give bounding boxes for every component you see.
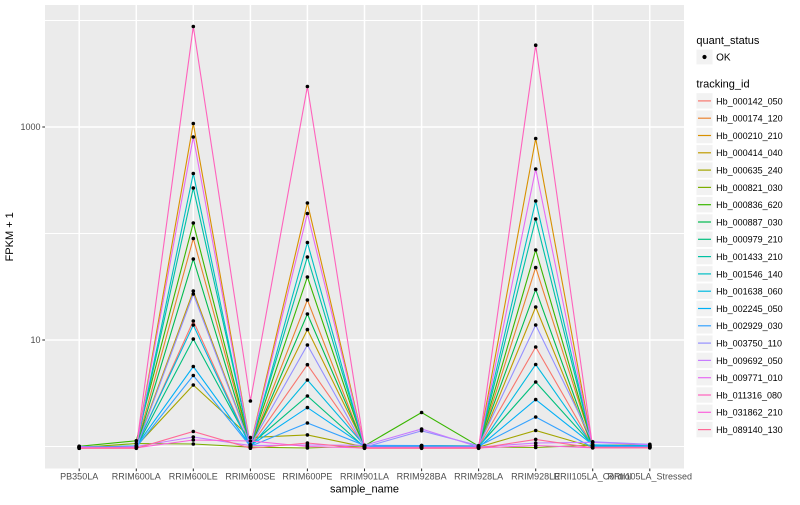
- svg-text:Hb_000821_030: Hb_000821_030: [716, 183, 783, 193]
- svg-text:Hb_001638_060: Hb_001638_060: [716, 287, 783, 297]
- svg-text:PB350LA: PB350LA: [60, 472, 98, 482]
- svg-text:Hb_000210_210: Hb_000210_210: [716, 131, 783, 141]
- svg-text:10: 10: [30, 335, 40, 345]
- svg-text:Hb_009771_010: Hb_009771_010: [716, 373, 783, 383]
- svg-text:Hb_001433_210: Hb_001433_210: [716, 252, 783, 262]
- svg-text:Hb_011316_080: Hb_011316_080: [716, 390, 782, 400]
- svg-text:Hb_031862_210: Hb_031862_210: [716, 408, 783, 418]
- svg-text:RRII105LA_Stressed: RRII105LA_Stressed: [608, 472, 693, 482]
- svg-text:OK: OK: [716, 53, 731, 64]
- svg-text:RRIM901LA: RRIM901LA: [340, 472, 389, 482]
- svg-text:Hb_001546_140: Hb_001546_140: [716, 269, 783, 279]
- svg-text:Hb_002929_030: Hb_002929_030: [716, 321, 783, 331]
- svg-text:sample_name: sample_name: [330, 484, 399, 496]
- svg-text:RRIM600PE: RRIM600PE: [282, 472, 332, 482]
- svg-text:Hb_000887_030: Hb_000887_030: [716, 217, 783, 227]
- svg-text:RRIM600LA: RRIM600LA: [112, 472, 161, 482]
- svg-text:Hb_000836_620: Hb_000836_620: [716, 200, 783, 210]
- svg-text:tracking_id: tracking_id: [696, 78, 749, 90]
- svg-text:Hb_003750_110: Hb_003750_110: [716, 339, 782, 349]
- svg-text:RRIM928LA: RRIM928LA: [454, 472, 503, 482]
- svg-text:RRII105LA_Control: RRII105LA_Control: [554, 472, 632, 482]
- svg-text:RRIM928BA: RRIM928BA: [397, 472, 447, 482]
- svg-text:Hb_009692_050: Hb_009692_050: [716, 356, 783, 366]
- svg-text:RRIM600LE: RRIM600LE: [169, 472, 218, 482]
- svg-text:Hb_000174_120: Hb_000174_120: [716, 114, 783, 124]
- svg-text:1000: 1000: [20, 122, 40, 132]
- svg-text:Hb_089140_130: Hb_089140_130: [716, 425, 783, 435]
- svg-text:RRIM600SE: RRIM600SE: [225, 472, 275, 482]
- svg-text:Hb_000142_050: Hb_000142_050: [716, 96, 783, 106]
- svg-text:Hb_000414_040: Hb_000414_040: [716, 148, 783, 158]
- svg-text:Hb_000979_210: Hb_000979_210: [716, 235, 783, 245]
- svg-text:FPKM + 1: FPKM + 1: [4, 212, 16, 261]
- svg-text:quant_status: quant_status: [696, 35, 759, 47]
- svg-text:Hb_002245_050: Hb_002245_050: [716, 304, 783, 314]
- svg-text:RRIM928LE: RRIM928LE: [511, 472, 560, 482]
- svg-text:Hb_000635_240: Hb_000635_240: [716, 166, 783, 176]
